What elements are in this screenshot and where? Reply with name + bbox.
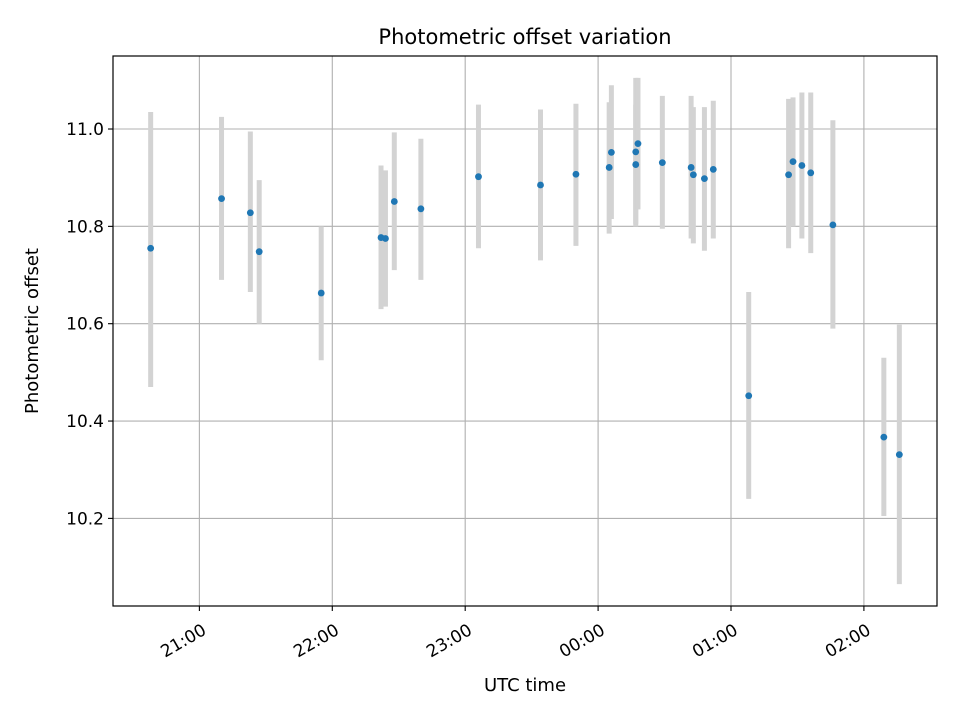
y-tick-label: 10.4 — [66, 412, 104, 432]
data-point — [605, 164, 613, 171]
data-points — [147, 140, 903, 459]
y-tick-label: 10.6 — [66, 315, 104, 335]
x-axis-label: UTC time — [484, 675, 566, 696]
data-point — [475, 173, 482, 181]
data-point — [689, 171, 697, 179]
data-point — [218, 195, 225, 203]
data-point — [382, 235, 389, 242]
data-point — [829, 221, 837, 229]
data-point — [785, 171, 792, 179]
y-tick-label: 11.0 — [66, 120, 104, 140]
data-point — [709, 166, 717, 173]
data-point — [632, 148, 640, 156]
data-point — [880, 433, 888, 441]
y-tick-label: 10.2 — [66, 509, 104, 529]
data-point — [658, 159, 666, 166]
data-point — [607, 148, 615, 156]
data-point — [255, 248, 263, 256]
data-point — [572, 170, 580, 178]
data-point — [687, 164, 695, 171]
plot-frame — [112, 55, 938, 607]
data-point — [807, 169, 815, 177]
data-point — [632, 161, 640, 168]
y-axis-ticks: 10.2 10.4 10.6 10.8 11.0 — [66, 120, 113, 529]
data-point — [798, 162, 806, 169]
data-point — [537, 181, 544, 189]
data-point — [317, 289, 325, 297]
data-point — [390, 198, 398, 205]
y-tick-label: 10.8 — [66, 217, 104, 237]
data-point — [701, 175, 708, 183]
data-point — [417, 205, 425, 213]
data-point — [634, 140, 642, 148]
data-point — [895, 451, 903, 459]
chart-title: Photometric offset variation — [378, 25, 671, 49]
y-axis-label: Photometric offset — [22, 248, 43, 414]
data-point — [147, 244, 155, 252]
data-point — [789, 158, 797, 166]
data-point — [246, 209, 254, 217]
data-point — [745, 392, 753, 400]
